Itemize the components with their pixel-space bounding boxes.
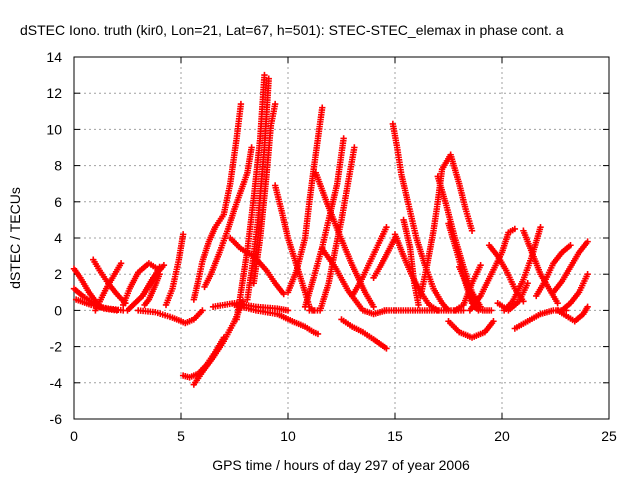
data-point bbox=[319, 104, 326, 111]
data-point bbox=[370, 303, 377, 310]
data-point bbox=[117, 260, 125, 267]
series-49 bbox=[554, 303, 591, 325]
series-18 bbox=[227, 234, 287, 298]
data-point bbox=[477, 261, 484, 269]
series-39 bbox=[445, 318, 497, 341]
x-axis-label: GPS time / hours of day 297 of year 2006 bbox=[212, 457, 470, 473]
data-point bbox=[460, 307, 467, 314]
series-9 bbox=[162, 231, 187, 309]
x-tick-label: 10 bbox=[280, 428, 296, 444]
series-27 bbox=[338, 316, 390, 352]
data-point bbox=[340, 135, 347, 142]
series-14 bbox=[201, 144, 255, 291]
data-point bbox=[415, 301, 422, 309]
series-4 bbox=[92, 260, 125, 314]
series-13 bbox=[190, 100, 245, 303]
data-point bbox=[383, 223, 390, 231]
x-tick-label: 20 bbox=[494, 428, 510, 444]
data-point bbox=[468, 227, 476, 234]
y-tick-label: -6 bbox=[50, 411, 63, 427]
data-point bbox=[265, 75, 272, 82]
y-axis-ticks: -6 -4 -2 0 2 4 6 8 10 12 14 bbox=[46, 49, 609, 427]
y-tick-label: 6 bbox=[54, 194, 62, 210]
data-point bbox=[383, 345, 390, 352]
data-point bbox=[248, 144, 255, 151]
data-point bbox=[314, 330, 322, 338]
series-28 bbox=[349, 223, 390, 300]
series-48 bbox=[558, 271, 591, 314]
data-point bbox=[261, 71, 268, 79]
x-axis-ticks: 0 5 10 15 20 25 bbox=[70, 57, 617, 444]
series-17 bbox=[250, 100, 279, 287]
series-7 bbox=[124, 261, 168, 314]
series-38 bbox=[451, 261, 484, 314]
data-point bbox=[179, 231, 187, 238]
series-34 bbox=[417, 151, 476, 300]
x-tick-label: 15 bbox=[387, 428, 403, 444]
data-point bbox=[351, 144, 358, 151]
grid bbox=[74, 57, 609, 419]
y-tick-label: -2 bbox=[50, 339, 63, 355]
data-point bbox=[156, 271, 163, 278]
data-point bbox=[584, 238, 591, 245]
y-tick-label: 2 bbox=[54, 266, 62, 282]
y-tick-label: 12 bbox=[46, 85, 62, 101]
data-point bbox=[490, 318, 497, 325]
series-31 bbox=[391, 231, 441, 314]
data-point bbox=[537, 223, 544, 231]
data-point bbox=[511, 225, 519, 233]
chart-title: dSTEC Iono. truth (kir0, Lon=21, Lat=67,… bbox=[20, 22, 564, 38]
data-point bbox=[199, 307, 206, 314]
x-tick-label: 0 bbox=[70, 428, 78, 444]
series-points bbox=[70, 71, 591, 388]
data-point bbox=[284, 307, 292, 314]
series-10 bbox=[135, 307, 206, 327]
data-point bbox=[237, 100, 245, 108]
y-tick-label: 4 bbox=[54, 230, 62, 246]
series-35 bbox=[434, 173, 484, 310]
data-point bbox=[271, 100, 279, 108]
y-tick-label: 10 bbox=[46, 121, 62, 137]
data-point bbox=[567, 242, 574, 249]
series-29 bbox=[370, 234, 399, 282]
data-point bbox=[280, 290, 287, 298]
y-tick-label: 14 bbox=[46, 49, 62, 65]
data-point bbox=[524, 280, 531, 287]
data-point bbox=[160, 261, 168, 269]
series-32 bbox=[400, 216, 422, 309]
series-20 bbox=[209, 299, 292, 314]
data-point bbox=[584, 271, 591, 278]
series-22 bbox=[284, 104, 326, 296]
y-axis-label: dSTEC / TECUs bbox=[7, 187, 23, 289]
y-tick-label: 0 bbox=[54, 302, 62, 318]
x-tick-label: 5 bbox=[177, 428, 185, 444]
y-tick-label: -4 bbox=[50, 375, 63, 391]
data-point bbox=[488, 307, 495, 314]
data-point bbox=[584, 303, 591, 310]
data-point bbox=[554, 299, 561, 307]
series-46 bbox=[533, 242, 574, 300]
y-tick-label: 8 bbox=[54, 158, 62, 174]
x-tick-label: 25 bbox=[601, 428, 617, 444]
series-47 bbox=[550, 238, 591, 296]
series-8 bbox=[141, 271, 163, 309]
